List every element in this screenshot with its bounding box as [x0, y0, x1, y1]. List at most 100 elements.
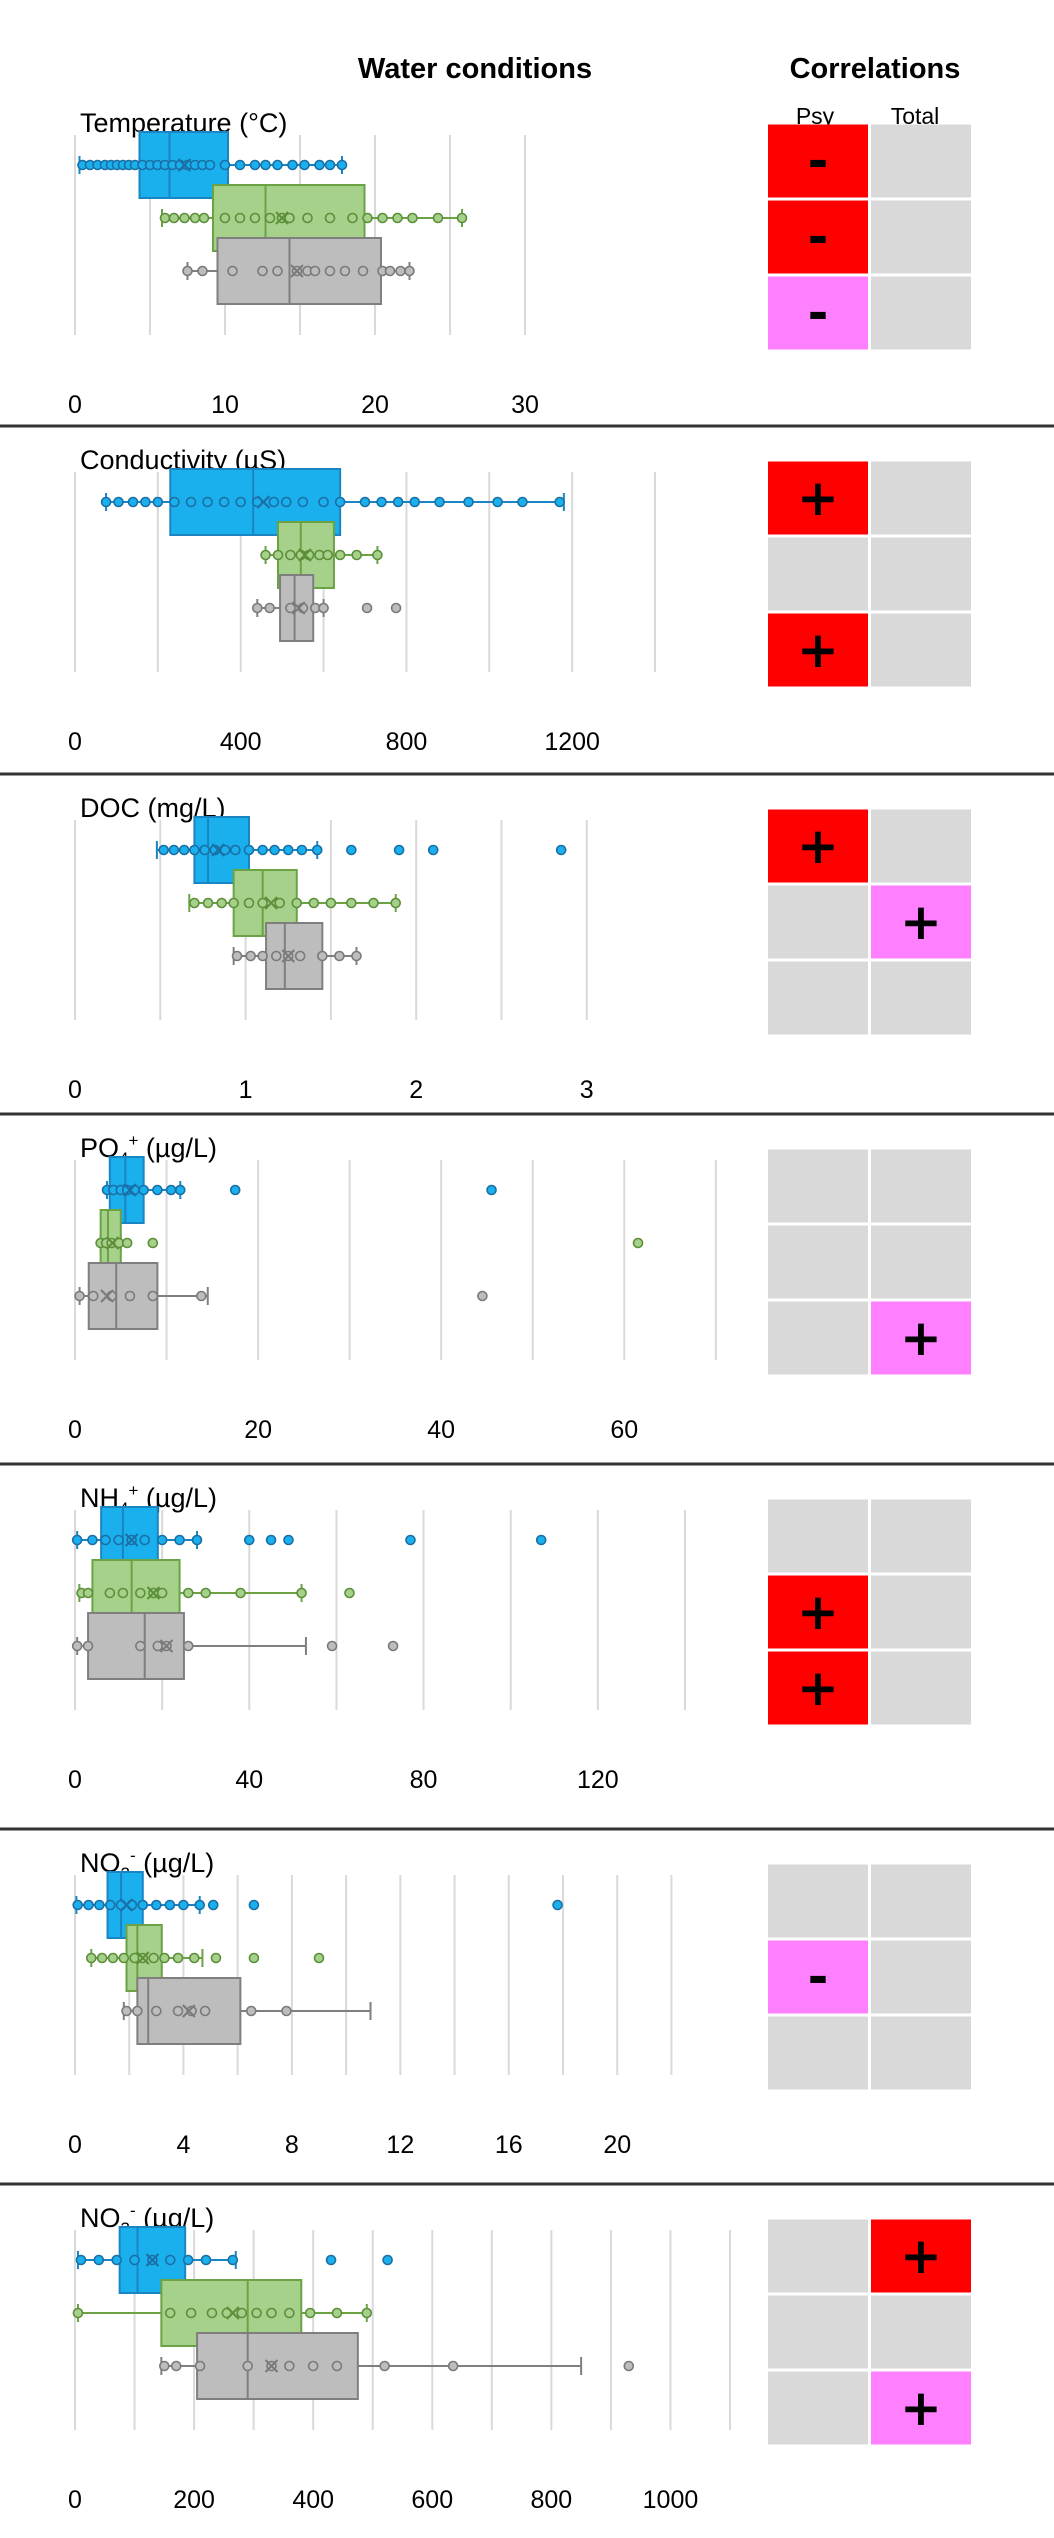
correlation-cell: [871, 2016, 971, 2090]
data-point: [555, 844, 567, 856]
data-point: [287, 159, 298, 171]
data-point: [164, 2254, 176, 2266]
data-point: [235, 1587, 246, 1599]
correlation-sign: +: [900, 2379, 942, 2437]
data-point: [447, 2360, 459, 2372]
data-point: [334, 496, 346, 508]
panel-title: NO2- (µg/L): [80, 1846, 214, 1883]
data-point: [257, 950, 268, 962]
data-point: [129, 1184, 140, 1196]
tick-label: 8: [285, 2131, 299, 2159]
data-point: [245, 2005, 257, 2017]
tick-label: 1000: [643, 2486, 699, 2514]
data-point: [200, 2254, 212, 2266]
panel-1: Temperature (°C)0 10 20 30---: [68, 108, 971, 419]
data-point: [151, 1899, 162, 1911]
correlation-cell: [768, 2371, 868, 2445]
data-point: [347, 212, 358, 224]
panel-title: PO4+ (µg/L): [80, 1131, 217, 1168]
data-point: [284, 2360, 295, 2372]
data-point: [152, 1184, 163, 1196]
data-point: [351, 950, 362, 962]
correlation-grid: ++: [768, 461, 971, 687]
data-point: [362, 212, 373, 224]
tick-label: 1200: [544, 728, 600, 756]
data-point: [206, 2307, 218, 2319]
data-point: [304, 2307, 316, 2319]
data-point: [382, 2254, 393, 2266]
data-point: [344, 1587, 355, 1599]
correlation-cell: [768, 961, 868, 1035]
boxplot-group-1: [100, 468, 566, 536]
correlation-cell: [768, 1575, 868, 1649]
data-point: [178, 844, 190, 856]
mean-marker: [182, 2004, 196, 2018]
data-point: [236, 2307, 248, 2319]
tick-label: 120: [577, 1766, 619, 1794]
data-point: [251, 496, 263, 508]
data-point: [199, 844, 210, 856]
correlation-grid: -: [768, 1864, 971, 2090]
data-point: [393, 844, 405, 856]
correlation-cell: [871, 961, 971, 1035]
data-point: [260, 549, 271, 561]
data-point: [202, 897, 214, 909]
tick-label: 0: [68, 2486, 82, 2514]
data-point: [164, 1899, 176, 1911]
data-point: [147, 1237, 159, 1249]
correlation-cell: [871, 809, 971, 883]
data-point: [405, 1534, 416, 1546]
data-point: [182, 2254, 194, 2266]
correlation-cell: [871, 613, 971, 687]
data-point: [174, 1184, 186, 1196]
correlation-cell: [871, 2295, 971, 2369]
boxplot-group-3: [251, 574, 402, 642]
data-point: [219, 212, 231, 224]
panel-4: PO4+ (µg/L) 0 20 40 60 +: [0, 1112, 1054, 1444]
data-point: [284, 2307, 295, 2319]
correlation-sign: +: [797, 1583, 839, 1641]
data-point: [87, 1534, 98, 1546]
data-point: [186, 2005, 197, 2017]
data-point: [72, 1899, 84, 1911]
correlation-cell: [768, 1301, 868, 1375]
data-point: [265, 1534, 277, 1546]
data-point: [75, 2254, 87, 2266]
data-point: [185, 2307, 197, 2319]
tick-label: 400: [292, 2486, 334, 2514]
boxplot-group-1: [155, 816, 567, 884]
data-point: [266, 2307, 277, 2319]
correlation-cell: [871, 1301, 971, 1375]
data-point: [137, 1899, 149, 1911]
data-point: [147, 1290, 159, 1302]
data-point: [260, 159, 271, 171]
data-point: [198, 212, 210, 224]
data-point: [274, 897, 286, 909]
mean-marker: [124, 1533, 139, 1547]
data-point: [270, 950, 282, 962]
data-point: [554, 496, 566, 508]
data-point: [318, 496, 329, 508]
data-point: [463, 496, 474, 508]
data-point: [346, 897, 357, 909]
data-point: [210, 1952, 222, 1964]
correlation-cell: [871, 1225, 971, 1299]
data-point: [172, 2005, 184, 2017]
data-point: [313, 1952, 325, 1964]
mean-marker: [177, 158, 192, 172]
correlation-cell: [768, 276, 868, 350]
data-point: [200, 1587, 212, 1599]
correlation-cell: [768, 809, 868, 883]
data-point: [245, 950, 257, 962]
data-point: [248, 1899, 260, 1911]
data-point: [118, 1952, 130, 1964]
data-point: [359, 496, 371, 508]
tick-label: 1: [239, 1076, 253, 1104]
tick-label: 20: [244, 1416, 272, 1444]
data-point: [243, 844, 255, 856]
data-point: [432, 212, 444, 224]
correlation-cell: [768, 1940, 868, 2014]
mean-marker: [275, 211, 289, 225]
